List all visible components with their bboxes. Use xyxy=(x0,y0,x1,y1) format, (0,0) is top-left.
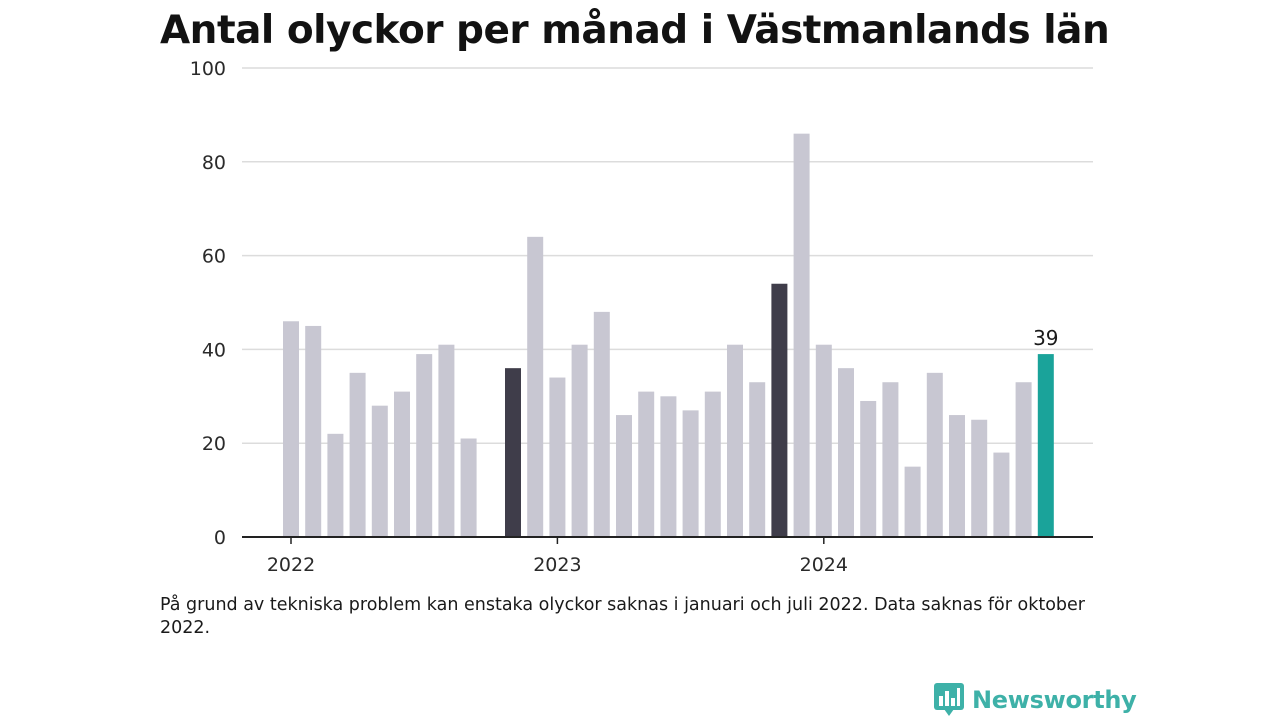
bar xyxy=(593,311,610,537)
bar xyxy=(571,344,588,537)
y-tick-label: 20 xyxy=(202,433,226,455)
y-tick-label: 40 xyxy=(202,339,226,361)
bar xyxy=(815,344,832,537)
chart-title: Antal olyckor per månad i Västmanlands l… xyxy=(160,8,1110,53)
bar xyxy=(682,410,699,537)
bar xyxy=(749,382,766,537)
bars xyxy=(283,133,1054,537)
bar xyxy=(1015,382,1032,537)
newsworthy-chart-logo-icon xyxy=(934,683,964,716)
bar xyxy=(971,419,988,537)
bar xyxy=(371,405,388,537)
bar xyxy=(1037,354,1054,537)
bar xyxy=(904,466,921,537)
latest-value-label: 39 xyxy=(1033,326,1058,350)
chart-footnote: På grund av tekniska problem kan enstaka… xyxy=(160,595,1085,638)
bar xyxy=(349,372,366,537)
x-tick-label: 2023 xyxy=(533,554,581,576)
y-axis-ticks: 0 20 40 60 80 100 xyxy=(190,58,226,549)
bar xyxy=(416,354,433,537)
bar xyxy=(993,452,1010,537)
y-tick-label: 0 xyxy=(214,527,226,549)
bar-chart: 0 20 40 60 80 100 2022 2023 2024 39 xyxy=(190,58,1093,576)
bar xyxy=(704,391,721,537)
bar xyxy=(949,415,965,537)
y-tick-label: 60 xyxy=(202,246,226,268)
x-tick-label: 2022 xyxy=(267,554,315,576)
bar xyxy=(638,391,655,537)
newsworthy-brand[interactable]: Newsworthy xyxy=(934,683,1137,717)
bar xyxy=(505,368,521,537)
x-tick-label: 2024 xyxy=(800,554,848,576)
bar xyxy=(327,433,344,537)
bar xyxy=(438,344,455,537)
bar xyxy=(660,396,677,537)
y-tick-label: 100 xyxy=(190,58,226,80)
bar xyxy=(460,438,477,537)
bar xyxy=(771,283,788,537)
bar xyxy=(549,377,566,537)
bar xyxy=(305,325,322,537)
bar xyxy=(882,382,899,537)
bar xyxy=(926,372,943,537)
bar xyxy=(860,400,877,537)
bar xyxy=(394,391,410,537)
bar xyxy=(793,133,810,537)
y-tick-label: 80 xyxy=(202,152,226,174)
x-axis-ticks: 2022 2023 2024 xyxy=(267,537,848,576)
annotations: 39 xyxy=(1033,326,1058,350)
brand-name: Newsworthy xyxy=(972,686,1137,714)
bar xyxy=(838,368,854,537)
bar xyxy=(283,321,299,537)
gridlines xyxy=(242,67,1093,444)
bar xyxy=(616,415,632,537)
bar xyxy=(727,344,743,537)
bar xyxy=(527,236,544,537)
